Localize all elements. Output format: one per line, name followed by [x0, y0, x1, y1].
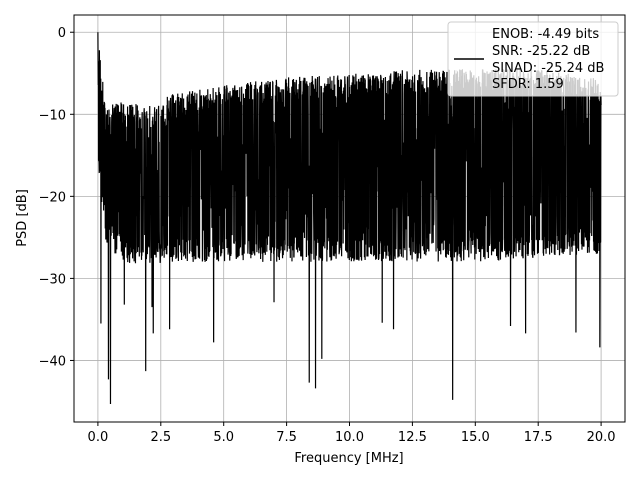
legend: ENOB: -4.49 bits SNR: -25.22 dB SINAD: -…: [447, 21, 619, 97]
y-tick-label: −40: [39, 354, 66, 369]
legend-snr: SNR: -25.22 dB: [492, 44, 590, 59]
y-tick-label: −20: [39, 190, 66, 205]
legend-box: [447, 21, 619, 97]
x-tick-label: 12.5: [398, 430, 427, 445]
y-tick-label: 0: [58, 26, 66, 41]
x-axis-title: Frequency [MHz]: [294, 451, 403, 466]
x-tick-label: 10.0: [335, 430, 364, 445]
x-axis: 0.0 2.5 5.0 7.5 10.0 12.5 15.0 17.5 20.0: [88, 422, 616, 445]
x-tick-label: 5.0: [213, 430, 234, 445]
legend-sfdr: SFDR: 1.59: [492, 77, 564, 92]
legend-sinad: SINAD: -25.24 dB: [492, 61, 604, 76]
legend-enob: ENOB: -4.49 bits: [492, 27, 599, 42]
y-axis-title: PSD [dB]: [15, 189, 30, 247]
x-tick-label: 20.0: [587, 430, 616, 445]
y-axis: 0 −10 −20 −30 −40: [39, 26, 74, 369]
x-tick-label: 0.0: [88, 430, 109, 445]
x-tick-label: 2.5: [150, 430, 171, 445]
y-tick-label: −30: [39, 272, 66, 287]
y-tick-label: −10: [39, 108, 66, 123]
x-tick-label: 7.5: [276, 430, 297, 445]
x-tick-label: 15.0: [461, 430, 490, 445]
x-tick-label: 17.5: [524, 430, 553, 445]
